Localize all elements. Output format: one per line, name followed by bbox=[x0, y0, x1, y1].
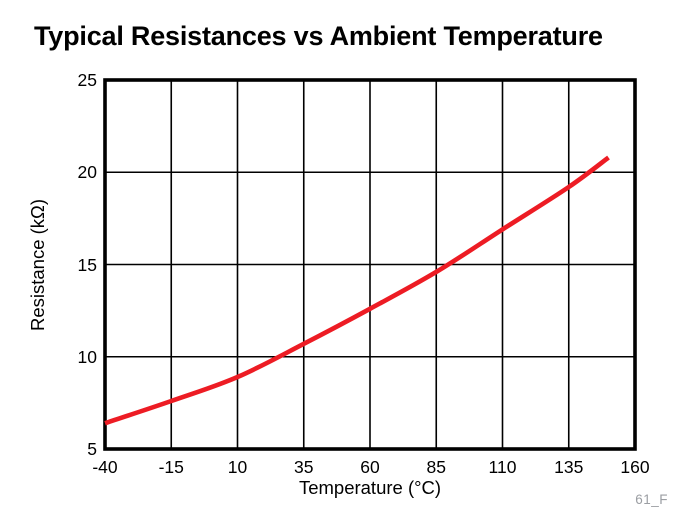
x-tick-label: 160 bbox=[620, 457, 650, 477]
y-tick-label: 5 bbox=[87, 439, 97, 459]
plot-border bbox=[103, 78, 637, 451]
y-tick-label: 20 bbox=[77, 162, 97, 183]
x-axis-title: Temperature (°C) bbox=[298, 477, 442, 498]
resistance-curve bbox=[104, 155, 610, 426]
figure-label: 61_F bbox=[635, 492, 668, 507]
x-tick-label: 35 bbox=[294, 457, 314, 477]
y-tick-label: 25 bbox=[77, 70, 97, 90]
x-tick-label: -15 bbox=[158, 457, 184, 477]
x-tick-label: -40 bbox=[92, 457, 118, 477]
y-tick-label: 10 bbox=[77, 346, 97, 367]
x-tick-label: 110 bbox=[488, 457, 517, 477]
x-tick-label: 10 bbox=[227, 457, 248, 477]
x-tick-label: 135 bbox=[554, 457, 584, 477]
chart-title: Typical Resistances vs Ambient Temperatu… bbox=[34, 21, 603, 51]
y-tick-label: 15 bbox=[77, 254, 97, 275]
x-tick-label: 60 bbox=[360, 457, 380, 477]
x-tick-label: 85 bbox=[426, 457, 446, 477]
